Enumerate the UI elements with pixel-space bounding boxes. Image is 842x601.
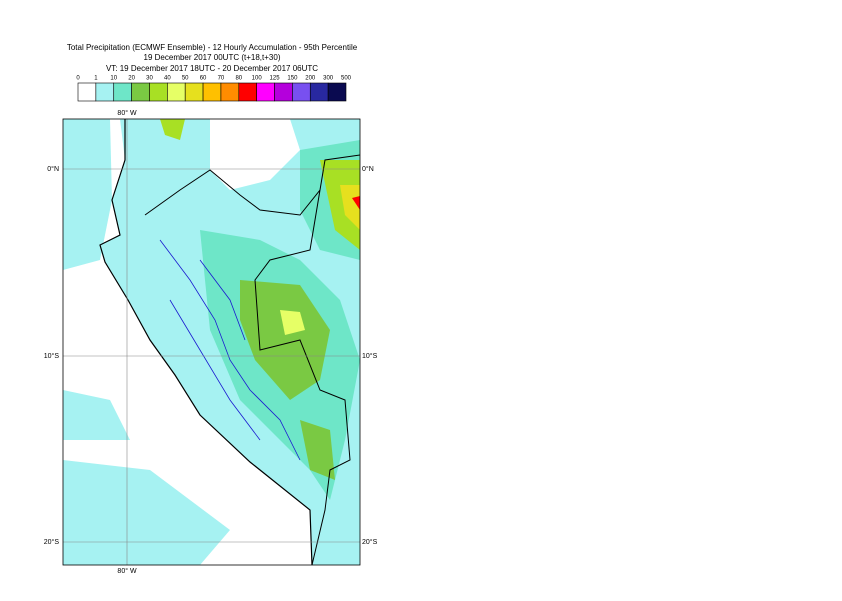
precip-area (160, 119, 185, 140)
lat-label: 10°S (362, 352, 378, 360)
colorbar-box (292, 82, 311, 102)
colorbar-box (220, 82, 240, 102)
colorbar-box (309, 82, 329, 102)
colorbar-box (77, 82, 97, 102)
title-line: 19 December 2017 00UTC (t+18,t+30) (144, 53, 281, 62)
colorbar-label: 500 (341, 76, 352, 82)
border (144, 154, 360, 565)
colorbar-box (131, 82, 150, 102)
colorbar-box (327, 82, 347, 102)
colorbar-box (202, 82, 222, 102)
precip-area (300, 420, 335, 480)
colorbar: 0 1 10 20 30 40 50 60 70 80 100 125 150 200 300 500 (76, 76, 352, 102)
precip-area (320, 160, 360, 250)
precip-area (240, 280, 330, 400)
colorbar-box (167, 82, 186, 102)
colorbar-label: 80 (235, 76, 242, 82)
precip-area (280, 310, 305, 335)
coastline (99, 119, 313, 565)
title-line: VT: 19 December 2017 18UTC - 20 December… (106, 64, 318, 73)
map-frame (62, 118, 361, 566)
colorbar-label: 10 (110, 76, 117, 82)
lat-label: 10°S (44, 352, 60, 360)
colorbar-label: 70 (218, 76, 225, 82)
title-line: Total Precipitation (ECMWF Ensemble) - 1… (67, 43, 358, 52)
colorbar-box (256, 82, 275, 102)
colorbar-label: 20 (128, 76, 135, 82)
colorbar-label: 300 (323, 76, 334, 82)
dry-area (210, 119, 300, 190)
colorbar-label: 0 (76, 76, 80, 82)
colorbar-box (238, 82, 257, 102)
colorbar-label: 30 (146, 76, 153, 82)
colorbar-label: 100 (252, 76, 263, 82)
region-boundary (159, 239, 301, 461)
colorbar-label: 50 (182, 76, 189, 82)
precip-area (63, 390, 130, 440)
colorbar-label: 60 (200, 76, 207, 82)
lon-label: 80° W (117, 567, 137, 575)
colorbar-label: 150 (287, 76, 298, 82)
map (63, 119, 360, 565)
colorbar-box (274, 82, 293, 102)
precip-area (340, 185, 360, 230)
colorbar-box (113, 82, 132, 102)
colorbar-box (149, 82, 168, 102)
lat-label: 0°N (362, 165, 374, 173)
lat-label: 20°S (44, 538, 60, 546)
colorbar-label: 125 (270, 76, 281, 82)
colorbar-label: 40 (164, 76, 171, 82)
lat-label: 0°N (47, 165, 59, 173)
colorbar-box (95, 82, 115, 102)
colorbar-box (184, 82, 204, 102)
lat-label: 20°S (362, 538, 378, 546)
lon-label: 80° W (117, 109, 137, 117)
precip-area (63, 460, 230, 565)
colorbar-label: 200 (305, 76, 316, 82)
precip-area (352, 196, 360, 210)
precip-area (63, 119, 112, 270)
title-block: Total Precipitation (ECMWF Ensemble) - 1… (67, 43, 358, 73)
colorbar-label: 1 (94, 76, 98, 82)
